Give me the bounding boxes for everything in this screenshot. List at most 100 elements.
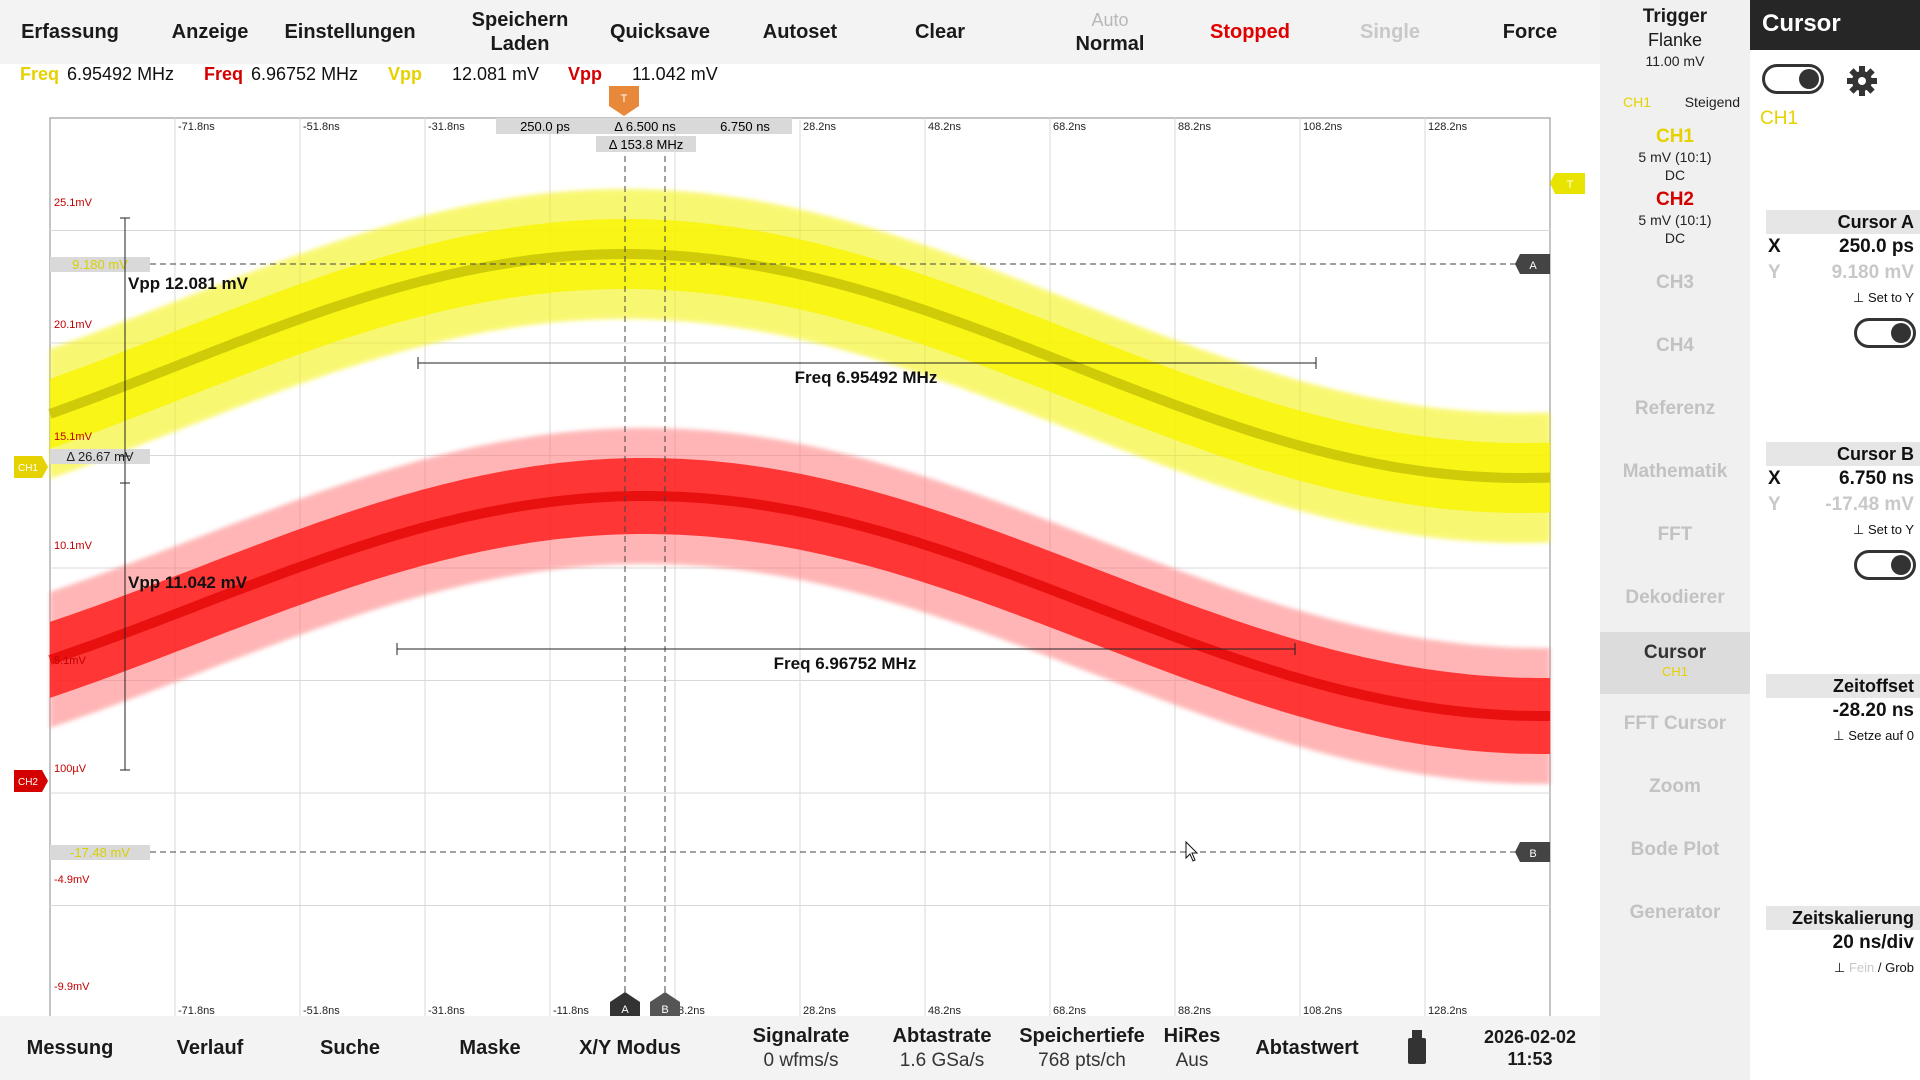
run-stop-button[interactable]: Stopped	[1210, 21, 1290, 43]
cursor-panel: Cursor CH1 Cursor A X 250.0 ps Y 9.180 m…	[1750, 0, 1920, 1080]
menu-speichern-laden[interactable]: Speichern Laden	[450, 0, 590, 64]
cursor-a-level-marker[interactable]: A	[1515, 254, 1550, 274]
cursor-a-y-toggle[interactable]	[1854, 318, 1916, 348]
x-tick-label: 68.2ns	[1053, 121, 1087, 133]
referenz-button[interactable]: Referenz	[1634, 398, 1716, 419]
speichertiefe-status[interactable]: Speichertiefe 768 pts/ch	[1012, 1016, 1152, 1080]
mathematik-button[interactable]: Mathematik	[1622, 461, 1728, 482]
trigger-source-row[interactable]: CH1 Steigend	[1600, 94, 1750, 114]
setze-auf-0-button[interactable]: ⊥ Setze auf 0	[1833, 728, 1914, 743]
gear-icon[interactable]	[1845, 64, 1879, 98]
suche-button[interactable]: Suche	[280, 1016, 420, 1080]
x-tick-label: 48.2ns	[928, 1005, 962, 1016]
fein-grob-toggle[interactable]: ⊥ Fein / Grob	[1834, 960, 1914, 975]
abtastrate-status[interactable]: Abtastrate 1.6 GSa/s	[872, 1016, 1012, 1080]
cursor-enable-toggle[interactable]	[1762, 64, 1824, 94]
cursor-a-y-key: Y	[1768, 262, 1781, 283]
cursor-a-y-row[interactable]: Y 9.180 mV	[1766, 262, 1920, 286]
cursor-button[interactable]: Cursor CH1	[1600, 632, 1750, 694]
trigger-settings[interactable]: Trigger Flanke 11.00 mV	[1600, 6, 1750, 70]
y-axis-ticks: 25.1mV 20.1mV 15.1mV 10.1mV 5.1mV 100µV -4.9mV…	[54, 197, 93, 993]
meas-ch1-freq-label: Freq	[20, 64, 60, 84]
meas-ch1-freq-value: 6.95492 MHz	[67, 64, 175, 84]
menu-anzeige[interactable]: Anzeige	[171, 21, 249, 43]
xy-mode-button[interactable]: X/Y Modus	[560, 1016, 700, 1080]
cursor-button-label: Cursor	[1643, 642, 1707, 663]
usb-stick-icon[interactable]	[1408, 1030, 1426, 1064]
marker-b-label: B	[1529, 848, 1536, 860]
meas-ch2-freq-label: Freq	[204, 64, 244, 84]
cursor-b-time-marker[interactable]: B	[650, 992, 680, 1016]
bode-plot-button[interactable]: Bode Plot	[1630, 839, 1720, 860]
menu-erfassung[interactable]: Erfassung	[21, 21, 119, 43]
autoset-button[interactable]: Autoset	[762, 21, 838, 43]
y-tick-label: 10.1mV	[54, 540, 93, 552]
ch1-waveform	[48, 189, 1551, 543]
cursor-b-set-to-y[interactable]: ⊥ Set to Y	[1853, 522, 1914, 537]
ch4-button[interactable]: CH4	[1655, 335, 1694, 356]
cursor-a-set-to-y-label: Set to Y	[1867, 290, 1914, 305]
cursor-a-time-marker[interactable]: A	[610, 992, 640, 1016]
abtastwert-label: Abtastwert	[1255, 1037, 1359, 1059]
fft-button[interactable]: FFT	[1657, 524, 1693, 545]
cursor-a-x-row[interactable]: X 250.0 ps	[1766, 236, 1920, 260]
menu-einstellungen[interactable]: Einstellungen	[284, 21, 416, 43]
x-axis-ticks-bottom: -71.8ns -51.8ns -31.8ns -11.8ns 8.2ns 28.2ns 4…	[178, 1005, 1468, 1016]
ch2-scale: 5 mV (10:1)	[1638, 212, 1712, 228]
trigger-mode-button[interactable]: Auto Normal	[1040, 0, 1180, 64]
quicksave-button[interactable]: Quicksave	[609, 21, 711, 43]
verlauf-button[interactable]: Verlauf	[140, 1016, 280, 1080]
cursor-a-level-text: 9.180 mV	[72, 257, 128, 272]
x-tick-label: 108.2ns	[1303, 121, 1343, 133]
cursor-a-set-to-y[interactable]: ⊥ Set to Y	[1853, 290, 1914, 305]
fein-label: Fein	[1848, 960, 1875, 975]
x-tick-label: 48.2ns	[928, 121, 962, 133]
x-tick-label: -51.8ns	[303, 121, 340, 133]
cursor-a-x-key: X	[1768, 236, 1781, 257]
messung-button[interactable]: Messung	[0, 1016, 140, 1080]
hires-status[interactable]: HiRes Aus	[1152, 1016, 1232, 1080]
zeitskalierung-heading: Zeitskalierung	[1766, 906, 1920, 930]
trigger-position-marker[interactable]: T	[609, 86, 639, 116]
x-tick-label: -31.8ns	[428, 1005, 465, 1016]
cursor-b-level-marker[interactable]: B	[1515, 842, 1550, 862]
ch1-settings[interactable]: CH1 5 mV (10:1) DC	[1600, 126, 1750, 184]
cursor-b-y-row[interactable]: Y -17.48 mV	[1766, 494, 1920, 518]
cursor-b-x-row[interactable]: X 6.750 ns	[1766, 468, 1920, 492]
clear-button[interactable]: Clear	[914, 21, 966, 43]
cursor-b-y-toggle[interactable]	[1854, 550, 1916, 580]
fft-cursor-button[interactable]: FFT Cursor	[1623, 713, 1727, 734]
single-button[interactable]: Single	[1359, 21, 1420, 43]
maske-label: Maske	[459, 1037, 521, 1059]
verlauf-label: Verlauf	[176, 1037, 244, 1059]
force-button[interactable]: Force	[1502, 21, 1558, 43]
zeitoffset-row[interactable]: -28.20 ns	[1766, 700, 1920, 724]
maske-button[interactable]: Maske	[420, 1016, 560, 1080]
vpp-brackets	[120, 217, 130, 771]
trigger-type: Flanke	[1647, 30, 1703, 50]
ch1-coupling: DC	[1664, 167, 1686, 183]
zeitskalierung-row[interactable]: 20 ns/div	[1766, 932, 1920, 956]
meas-ch1-vpp-value: 12.081 mV	[452, 64, 540, 84]
menu-speichern-label: Speichern	[471, 9, 569, 31]
abtastwert-button[interactable]: Abtastwert	[1232, 1016, 1382, 1080]
cursor-source-label[interactable]: CH1	[1760, 108, 1799, 129]
y-tick-label: 15.1mV	[54, 431, 93, 443]
zoom-button[interactable]: Zoom	[1649, 776, 1701, 797]
trigger-level-marker[interactable]: T	[1550, 173, 1585, 194]
generator-button[interactable]: Generator	[1629, 902, 1721, 923]
dekodierer-button[interactable]: Dekodierer	[1625, 587, 1725, 608]
waveform-display[interactable]: -71.8ns -51.8ns -31.8ns -11.8ns 8.2ns 28.2ns 4…	[0, 86, 1600, 1016]
x-tick-label: 108.2ns	[1303, 1005, 1343, 1016]
ch2-settings[interactable]: CH2 5 mV (10:1) DC	[1600, 189, 1750, 247]
ch3-button[interactable]: CH3	[1655, 272, 1694, 293]
x-tick-label: 8.2ns	[678, 1005, 705, 1016]
hires-label: HiRes	[1163, 1025, 1221, 1047]
abtastrate-label: Abtastrate	[892, 1025, 992, 1047]
x-tick-label: -71.8ns	[178, 121, 215, 133]
ch1-offset-marker[interactable]: CH1	[14, 456, 48, 478]
x-tick-label: 88.2ns	[1178, 1005, 1212, 1016]
measurement-bar: Freq 6.95492 MHz Freq 6.96752 MHz Vpp 12…	[0, 64, 1600, 86]
speichertiefe-value: 768 pts/ch	[1038, 1050, 1126, 1071]
ch2-offset-marker[interactable]: CH2	[14, 770, 48, 792]
